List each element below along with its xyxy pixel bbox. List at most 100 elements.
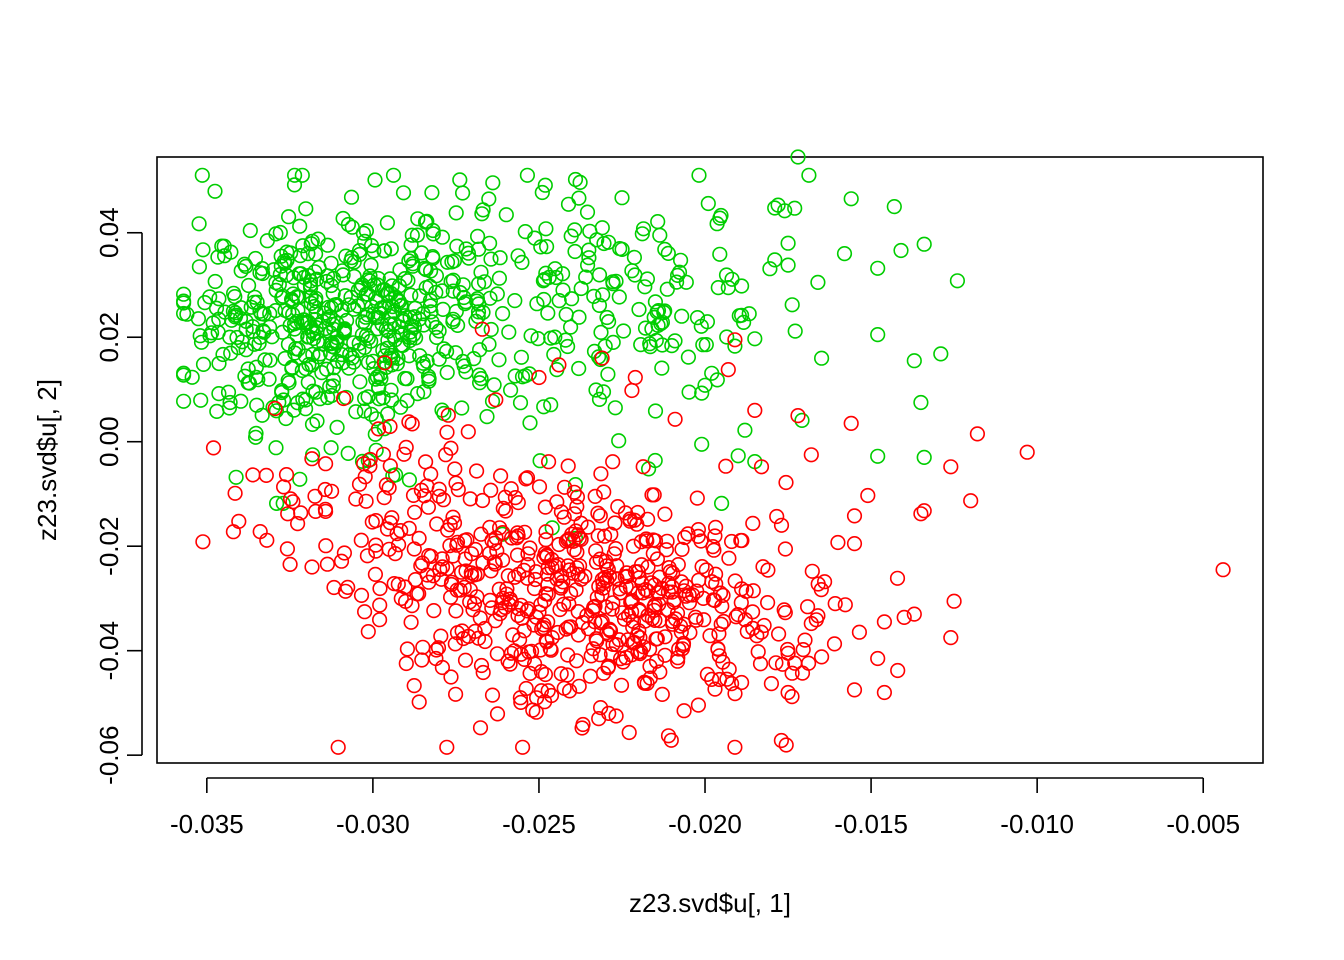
green-series-point xyxy=(482,235,498,251)
red-series-point xyxy=(657,506,673,522)
red-series-point xyxy=(718,458,734,474)
green-series-point xyxy=(368,371,384,387)
green-series-point xyxy=(557,332,574,348)
red-series-point xyxy=(540,576,556,593)
red-series-point xyxy=(753,459,770,475)
green-series-point xyxy=(419,353,435,370)
green-series-point xyxy=(730,448,746,464)
red-series-point xyxy=(458,563,474,579)
x-tick-label: -0.005 xyxy=(1166,809,1240,839)
red-series-point xyxy=(660,728,677,744)
red-series-point xyxy=(657,629,673,645)
red-series-point xyxy=(846,508,863,524)
red-series-point xyxy=(560,558,576,574)
red-series-point xyxy=(694,558,710,575)
red-series-point xyxy=(353,587,370,604)
red-series-point xyxy=(827,595,843,612)
green-series-point xyxy=(425,249,441,265)
green-series-point xyxy=(284,360,300,377)
green-series-point xyxy=(534,184,550,201)
green-series-point xyxy=(320,299,337,315)
red-series-point xyxy=(787,655,803,671)
green-series-point xyxy=(312,346,328,362)
red-series-point xyxy=(876,684,893,701)
red-series-point xyxy=(608,636,624,653)
green-series-point xyxy=(614,190,630,206)
x-tick-label: -0.015 xyxy=(834,809,908,839)
green-series-point xyxy=(512,395,529,411)
green-series-point xyxy=(379,340,395,357)
green-series-point xyxy=(343,189,360,205)
green-series-point xyxy=(191,259,207,275)
red-series-point xyxy=(359,548,376,564)
red-series-point xyxy=(784,688,800,705)
green-series-point xyxy=(292,471,308,487)
red-series-point xyxy=(267,400,283,417)
red-series-point xyxy=(646,599,662,615)
green-series-point xyxy=(397,308,413,324)
red-series-point xyxy=(449,625,466,641)
red-series-point xyxy=(447,461,463,477)
red-series-point xyxy=(592,508,608,524)
green-series-point xyxy=(599,309,615,326)
red-series-point xyxy=(707,519,724,536)
red-series-point xyxy=(943,459,959,475)
red-series-point xyxy=(411,694,427,710)
red-series-point xyxy=(707,592,723,609)
red-series-point xyxy=(753,624,769,640)
red-series-point xyxy=(568,653,585,669)
red-series-point xyxy=(475,664,491,681)
red-series-point xyxy=(826,636,843,652)
red-series-point xyxy=(645,532,661,548)
green-series-point xyxy=(698,337,714,353)
red-series-point xyxy=(846,535,863,552)
green-series-point xyxy=(667,333,683,349)
green-series-point xyxy=(472,342,488,358)
y-tick-label: 0.02 xyxy=(94,312,124,363)
red-series-point xyxy=(638,531,654,547)
green-series-point xyxy=(184,369,200,385)
green-series-point xyxy=(589,232,605,248)
red-series-point xyxy=(498,503,514,519)
red-series-point xyxy=(588,554,605,570)
red-series-point xyxy=(680,526,696,542)
red-series-point xyxy=(619,568,635,585)
red-series-point xyxy=(519,470,536,486)
red-series-point xyxy=(594,350,610,366)
red-series-point xyxy=(435,492,452,508)
green-series-point xyxy=(304,416,321,433)
green-series-point xyxy=(248,429,264,445)
green-series-point xyxy=(536,291,552,308)
red-series-point xyxy=(963,493,979,509)
red-series-point xyxy=(304,559,320,575)
red-series-point xyxy=(708,576,724,592)
green-series-point xyxy=(410,386,426,402)
red-series-point xyxy=(589,589,605,606)
red-series-point xyxy=(317,481,333,498)
red-series-point xyxy=(790,408,806,424)
green-series-point xyxy=(408,330,424,346)
green-series-point xyxy=(259,233,275,249)
red-series-point xyxy=(799,599,816,615)
red-series-point xyxy=(382,418,398,435)
green-series-point xyxy=(510,248,526,264)
green-series-point xyxy=(428,268,445,284)
green-series-point xyxy=(588,382,604,398)
red-series-point xyxy=(500,653,516,669)
red-series-point xyxy=(472,610,488,626)
red-series-point xyxy=(231,513,247,530)
green-series-point xyxy=(336,323,352,340)
green-series-point xyxy=(422,293,439,309)
red-series-point xyxy=(889,570,906,586)
red-series-point xyxy=(673,624,689,640)
red-series-point xyxy=(846,682,863,698)
red-series-point xyxy=(689,490,705,506)
red-series-point xyxy=(512,690,529,706)
red-series-point xyxy=(706,542,722,558)
red-series-point xyxy=(467,541,484,558)
red-series-point xyxy=(623,647,640,663)
green-series-point xyxy=(562,319,579,335)
red-series-point xyxy=(376,490,392,506)
green-series-point xyxy=(247,250,264,267)
red-series-point xyxy=(493,468,509,484)
